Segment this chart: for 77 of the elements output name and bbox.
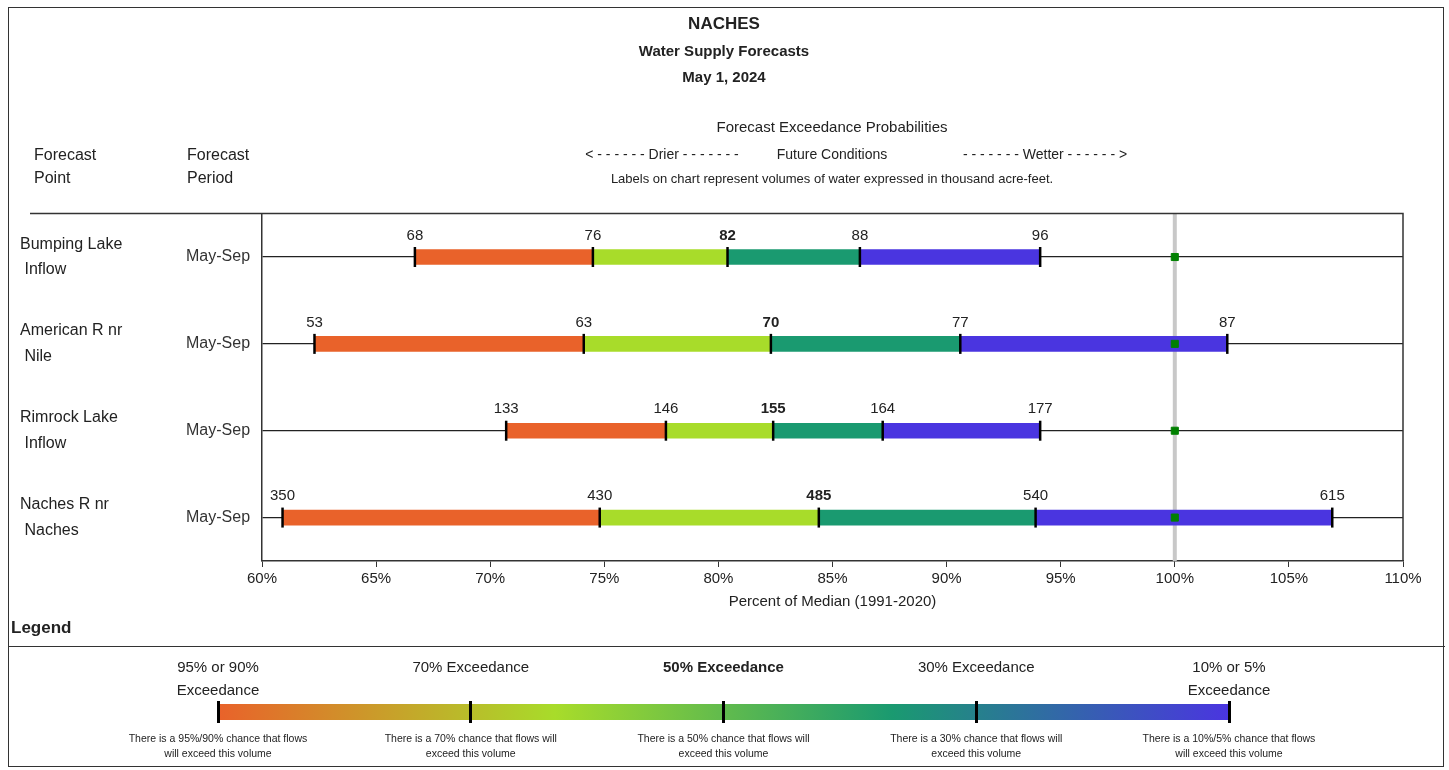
- text: There is a 10%/5% chance that flows will exceed this volume: [1141, 731, 1317, 761]
- annotation: 70: [762, 312, 780, 330]
- annotation: 164: [870, 399, 896, 417]
- chart-title: NACHES: [688, 14, 760, 34]
- x-tick-label: 60%: [246, 569, 278, 587]
- annotation: 63: [575, 312, 593, 330]
- annotation: 96: [1031, 225, 1049, 243]
- x-tick-label: 90%: [931, 569, 962, 587]
- text: May-Sep: [186, 334, 251, 352]
- annotation: 68: [406, 225, 424, 243]
- bar: [727, 249, 861, 265]
- annotation: 87: [1218, 312, 1236, 330]
- text: Forecast Point: [34, 145, 98, 188]
- y-tick-label: Rimrock Lake Inflow: [20, 408, 118, 451]
- bar: [770, 336, 961, 352]
- text: Forecast Period: [187, 145, 251, 188]
- text: There is a 70% chance that flows will exceed this volume: [383, 731, 558, 761]
- bar: [505, 422, 667, 439]
- text: 95% or 90% Exceedance: [175, 657, 261, 700]
- text: May-Sep: [186, 507, 251, 525]
- bar: [1035, 509, 1333, 526]
- y-tick-label: Bumping Lake Inflow: [20, 234, 123, 278]
- annotation: 430: [587, 486, 613, 504]
- annotation: 53: [306, 312, 323, 330]
- text: May-Sep: [186, 421, 251, 439]
- bar: [414, 249, 594, 265]
- bar: [583, 336, 772, 352]
- bar: [665, 422, 774, 439]
- x-tick-label: 80%: [703, 569, 734, 587]
- annotation: 485: [806, 486, 832, 504]
- x-tick-label: 95%: [1045, 569, 1076, 587]
- text: May 1, 2024: [682, 68, 766, 85]
- bar: [818, 509, 1036, 526]
- y-tick-label: American R nr Nile: [20, 321, 123, 365]
- annotation: 540: [1023, 486, 1049, 504]
- annotation: 77: [951, 312, 969, 330]
- chart-subtitle: Water Supply Forecasts: [638, 42, 810, 59]
- x-tick-label: 75%: [589, 569, 620, 587]
- x-tick-label: 105%: [1269, 569, 1309, 587]
- text: 50% Exceedance: [662, 657, 785, 677]
- x-tick-label: 100%: [1155, 569, 1194, 587]
- text: Forecast Exceedance Probabilities: [716, 118, 948, 135]
- x-tick-label: 70%: [475, 569, 506, 587]
- text: - - - - - - - Wetter - - - - - - >: [962, 146, 1128, 162]
- bar: [599, 509, 820, 526]
- x-tick-label: 85%: [817, 569, 848, 587]
- bar: [959, 336, 1228, 352]
- bar: [772, 422, 884, 439]
- x-tick-label: 65%: [361, 569, 392, 587]
- bar: [592, 249, 728, 265]
- bar: [859, 249, 1041, 265]
- x-tick-label: 110%: [1384, 569, 1422, 587]
- annotation: 177: [1027, 399, 1053, 417]
- text: There is a 50% chance that flows will exceed this volume: [636, 731, 811, 761]
- annotation: 82: [719, 225, 736, 243]
- text: Labels on chart represent volumes of water expressed in thousand acre-feet.: [610, 171, 1054, 186]
- text: There is a 30% chance that flows will exceed this volume: [889, 731, 1064, 761]
- bar: [314, 336, 585, 352]
- annotation: 615: [1319, 486, 1345, 504]
- annotation: 146: [653, 399, 679, 417]
- text: 70% Exceedance: [411, 657, 531, 677]
- text: May-Sep: [186, 247, 251, 265]
- annotation: 76: [584, 225, 602, 243]
- annotation: 350: [270, 486, 296, 504]
- y-tick-label: Naches R nr Naches: [20, 495, 110, 538]
- text: 10% or 5% Exceedance: [1186, 657, 1272, 700]
- annotation: 133: [493, 399, 519, 417]
- bar: [282, 509, 601, 526]
- annotation: 155: [760, 399, 786, 417]
- annotation: 88: [851, 225, 869, 243]
- legend-title: Legend: [11, 618, 72, 638]
- text: 30% Exceedance: [916, 657, 1036, 677]
- bar: [882, 422, 1041, 439]
- x-axis-title: Percent of Median (1991-2020): [728, 592, 937, 610]
- text: < - - - - - - Drier - - - - - - -: [585, 146, 739, 162]
- text: There is a 95%/90% chance that flows will exceed this volume: [127, 731, 309, 761]
- text: Future Conditions: [776, 146, 888, 162]
